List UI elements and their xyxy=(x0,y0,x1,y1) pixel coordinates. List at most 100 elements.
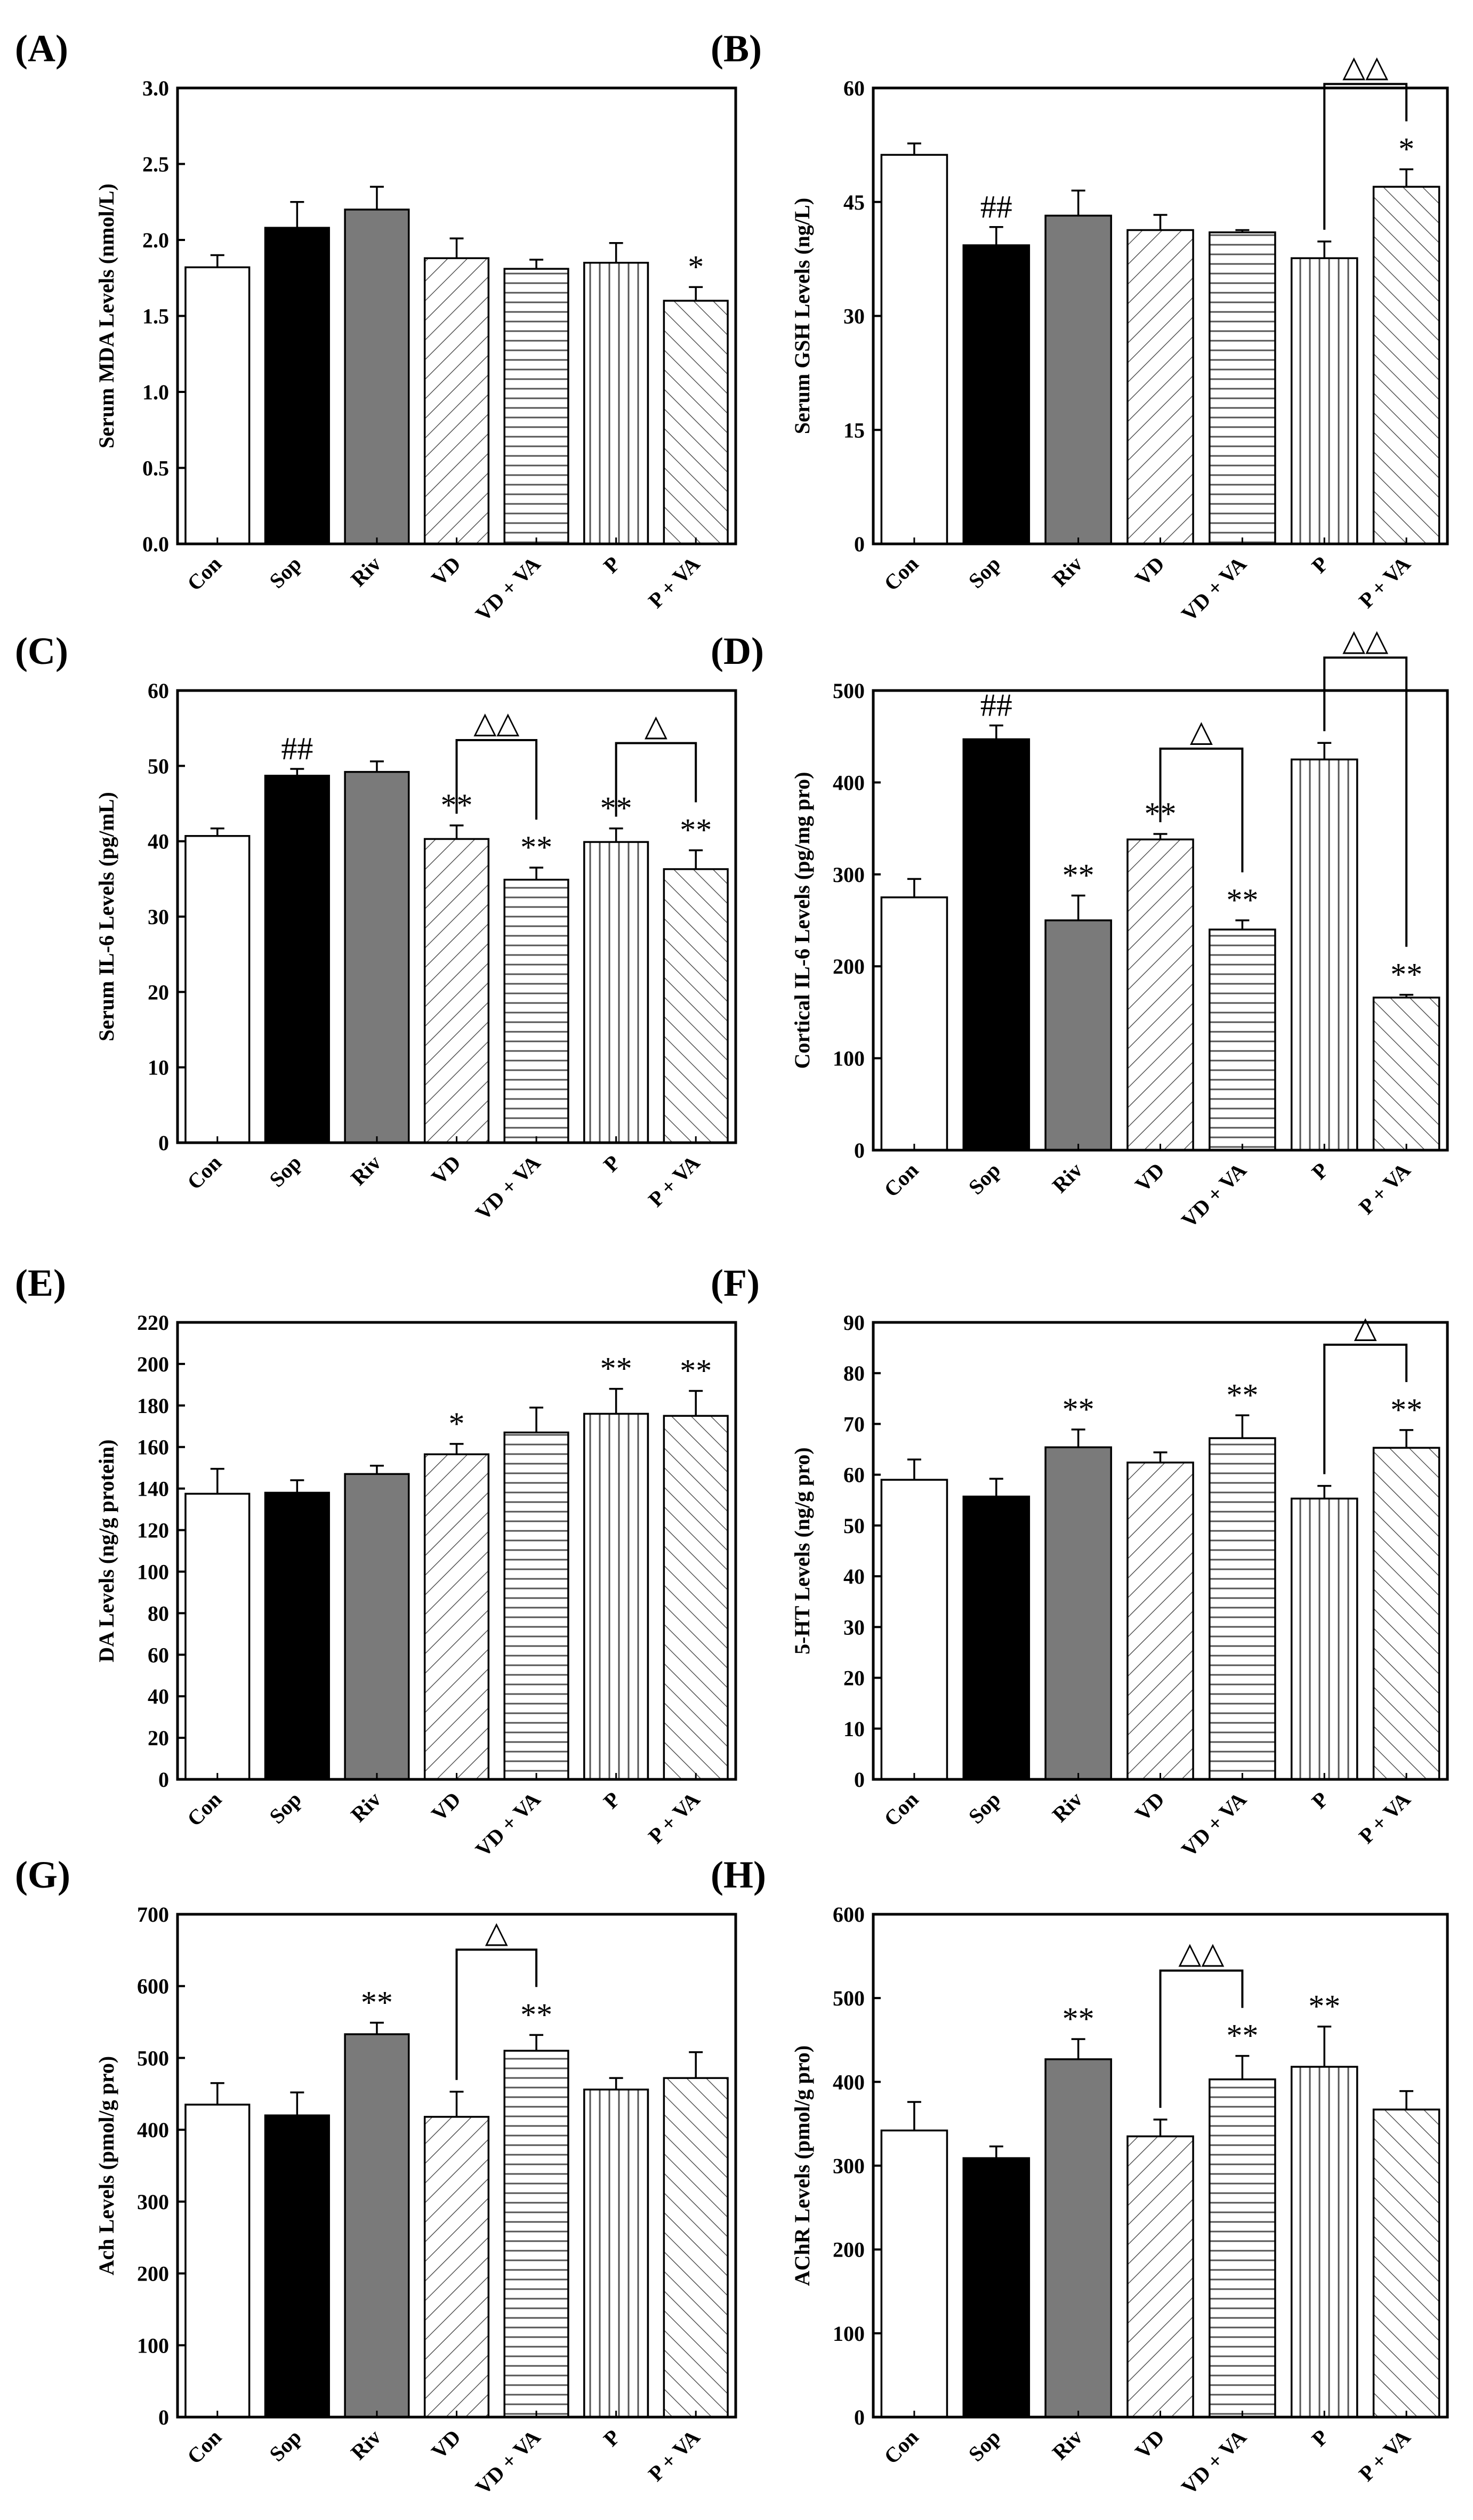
x-tick-label: P xyxy=(1307,1158,1333,1184)
y-tick-label: 60 xyxy=(148,1643,169,1667)
bar xyxy=(1126,2135,1194,2418)
bracket-mark: △△ xyxy=(1178,1936,1224,1971)
x-tick-label: P + VA xyxy=(643,551,705,613)
y-axis-label: Serum IL-6 Levels (pg/mL) xyxy=(94,792,118,1041)
plot-frame xyxy=(176,1913,737,2419)
y-tick-label: 0 xyxy=(854,1768,865,1792)
x-tick-label: VD xyxy=(426,1787,465,1826)
x-tick-label: VD xyxy=(426,2425,465,2464)
panel-d: (D) 0 100 200 300 400 500 Cortical IL-6 Levels … xyxy=(711,623,1449,1232)
bar xyxy=(264,2114,330,2418)
y-tick-label: 0.0 xyxy=(142,532,169,556)
bar xyxy=(503,878,569,1144)
bar xyxy=(880,1479,948,1780)
x-tick-label: P + VA xyxy=(643,1150,705,1211)
bar xyxy=(1290,2066,1358,2418)
comparison-bracket xyxy=(1323,83,1408,230)
bar xyxy=(962,738,1031,1151)
panel-h: (H) 0 100 200 300 400 500 600 AChR Levels (pmol/… xyxy=(711,1853,1449,2499)
x-tick-label: Riv xyxy=(1048,1787,1087,1827)
y-tick-label: 90 xyxy=(843,1311,865,1335)
plot-frame xyxy=(872,86,1449,545)
y-tick-label: 400 xyxy=(137,2118,169,2142)
y-tick-label: 50 xyxy=(843,1514,865,1538)
x-tick-label: Sop xyxy=(964,1158,1005,1199)
bar xyxy=(1290,758,1358,1151)
y-tick-label: 0 xyxy=(158,1768,169,1792)
bar xyxy=(583,841,649,1144)
significance-mark: ** xyxy=(1226,2018,1258,2053)
comparison-bracket xyxy=(1159,747,1244,872)
bar xyxy=(880,896,948,1151)
significance-mark: ** xyxy=(520,1997,552,2032)
bar xyxy=(1290,257,1358,545)
x-tick-label: VD xyxy=(426,1151,465,1190)
bar xyxy=(1290,1497,1358,1780)
y-tick-label: 30 xyxy=(843,304,865,328)
y-tick-label: 60 xyxy=(843,76,865,100)
y-tick-label: 40 xyxy=(148,1684,169,1708)
panel-label: (C) xyxy=(15,630,68,672)
panel-f: (F) 0 10 20 30 40 50 60 70 80 90 5-HT Levels (ng/g … xyxy=(711,1262,1449,1861)
y-tick-label: 80 xyxy=(148,1601,169,1625)
significance-mark: * xyxy=(449,1406,465,1441)
significance-mark: ** xyxy=(361,1985,393,2020)
bar xyxy=(583,1413,649,1780)
significance-mark: ** xyxy=(600,1351,632,1386)
significance-mark: ** xyxy=(1063,857,1094,893)
x-tick-label: Sop xyxy=(264,552,305,593)
x-tick-label: Con xyxy=(182,2425,226,2469)
x-tick-label: Sop xyxy=(264,1787,305,1828)
plot-frame xyxy=(872,1321,1449,1781)
x-tick-label: Con xyxy=(879,552,923,596)
plot-frame xyxy=(872,1913,1449,2419)
x-tick-label: Riv xyxy=(346,1151,385,1190)
y-tick-label: 600 xyxy=(833,1903,865,1927)
x-tick-label: VD xyxy=(1130,2425,1169,2464)
x-tick-label: P xyxy=(599,1787,625,1813)
y-tick-label: 500 xyxy=(833,1986,865,2010)
y-tick-label: 160 xyxy=(137,1435,169,1459)
bar xyxy=(184,835,251,1144)
x-tick-label: Sop xyxy=(264,1151,305,1192)
x-tick-label: Sop xyxy=(264,2425,305,2466)
plot-frame xyxy=(176,86,737,545)
significance-mark: ** xyxy=(520,830,552,865)
y-tick-label: 180 xyxy=(137,1394,169,1418)
y-tick-label: 20 xyxy=(148,1726,169,1750)
y-tick-label: 400 xyxy=(833,771,865,794)
y-tick-label: 500 xyxy=(137,2046,169,2070)
y-tick-label: 20 xyxy=(148,980,169,1004)
x-tick-label: Riv xyxy=(1048,552,1087,591)
x-tick-label: P xyxy=(599,1151,625,1177)
significance-mark: ** xyxy=(680,1353,712,1389)
significance-mark: * xyxy=(1398,131,1414,166)
bar xyxy=(583,262,649,545)
bar xyxy=(962,244,1031,545)
x-tick-label: Con xyxy=(182,552,226,596)
x-tick-label: VD + VA xyxy=(471,1787,545,1861)
y-tick-label: 100 xyxy=(833,1047,865,1071)
bar xyxy=(1209,928,1276,1151)
bar xyxy=(264,227,330,545)
bracket-mark: △△ xyxy=(1342,49,1388,84)
x-tick-label: P + VA xyxy=(643,2425,705,2486)
plot-frame xyxy=(176,1321,737,1781)
x-tick-label: P xyxy=(599,552,625,578)
bar xyxy=(1372,997,1440,1151)
bar xyxy=(880,154,948,545)
significance-mark: ** xyxy=(1226,1377,1258,1413)
bracket-mark: △ xyxy=(645,709,667,743)
x-tick-label: Riv xyxy=(1048,1158,1087,1198)
y-tick-label: 400 xyxy=(833,2070,865,2094)
bar xyxy=(264,1491,330,1780)
bar xyxy=(423,1453,490,1780)
panel-label: (B) xyxy=(711,27,762,70)
y-axis-label: Ach Levels (pmol/g pro) xyxy=(94,2056,118,2275)
bar xyxy=(962,2157,1031,2418)
significance-mark: ** xyxy=(1390,957,1422,992)
y-tick-label: 140 xyxy=(137,1477,169,1501)
x-tick-label: VD xyxy=(1130,1787,1169,1826)
x-tick-label: Sop xyxy=(964,552,1005,593)
